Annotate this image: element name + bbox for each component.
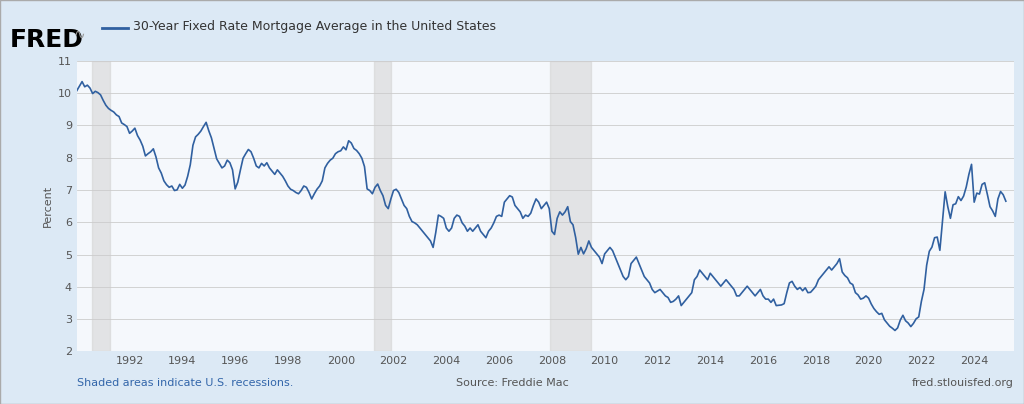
- Y-axis label: Percent: Percent: [42, 185, 52, 227]
- Text: FRED: FRED: [10, 28, 84, 52]
- Bar: [550, 61, 592, 351]
- Bar: [374, 61, 391, 351]
- Text: Source: Freddie Mac: Source: Freddie Mac: [456, 378, 568, 388]
- Bar: [92, 61, 110, 351]
- Text: ∿: ∿: [74, 28, 85, 42]
- Text: 30-Year Fixed Rate Mortgage Average in the United States: 30-Year Fixed Rate Mortgage Average in t…: [133, 20, 496, 33]
- Text: fred.stlouisfed.org: fred.stlouisfed.org: [912, 378, 1014, 388]
- Text: Shaded areas indicate U.S. recessions.: Shaded areas indicate U.S. recessions.: [77, 378, 293, 388]
